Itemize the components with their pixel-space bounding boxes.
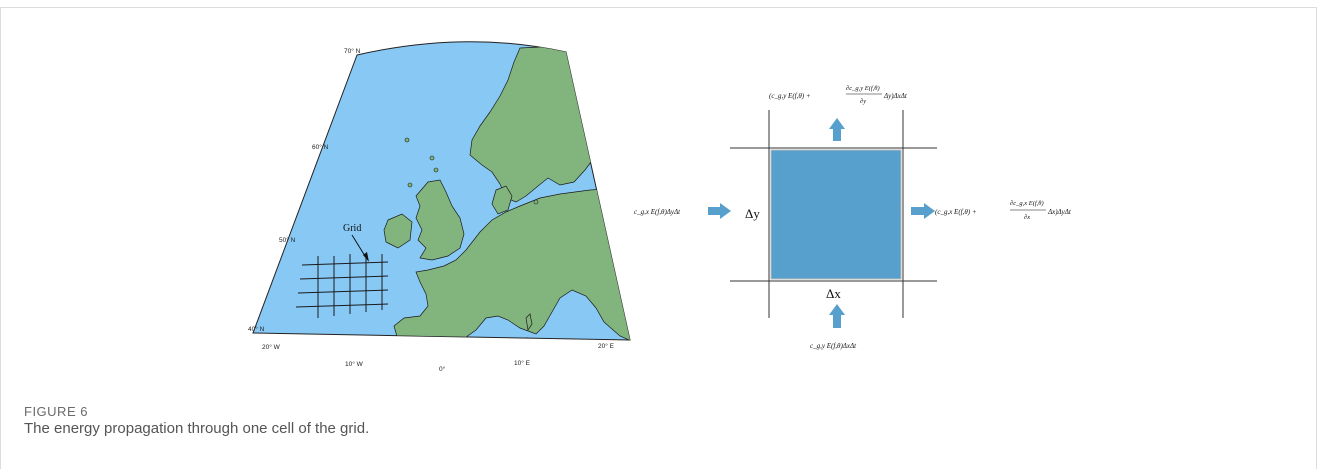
grid-lines bbox=[295, 254, 389, 318]
land-shetland bbox=[429, 155, 435, 161]
lon-label-20e: 20° E bbox=[598, 342, 615, 350]
land-iceland-faroes bbox=[404, 137, 410, 143]
arrow-out-y bbox=[829, 118, 845, 141]
grid-cell bbox=[770, 149, 902, 280]
flux-out-x-den: ∂x bbox=[1024, 214, 1030, 221]
land-corsica bbox=[525, 313, 533, 331]
lon-label-0: 0° bbox=[439, 365, 446, 373]
figure-artwork: Grid 70° N 60° N 50° N 40° N 20° W 10° W… bbox=[248, 41, 1072, 373]
grid-pointer-arrow bbox=[351, 234, 366, 257]
lat-label-50: 50° N bbox=[279, 236, 296, 244]
grid-pointer-arrowhead bbox=[363, 252, 369, 262]
lon-label-10e: 10° E bbox=[514, 359, 531, 367]
dx-label: Δx bbox=[826, 286, 841, 301]
arrow-in-x bbox=[708, 203, 731, 219]
flux-in-y-label: c_g,y E(f,θ)ΔxΔt bbox=[810, 342, 857, 350]
arrow-out-x bbox=[911, 203, 935, 219]
grid-label: Grid bbox=[343, 223, 361, 234]
lat-label-40: 40° N bbox=[248, 325, 265, 333]
land-denmark bbox=[491, 185, 513, 215]
dy-label: Δy bbox=[745, 206, 760, 221]
figure-frame bbox=[0, 7, 1317, 469]
flux-out-x-num: ∂c_g,x E(f,θ) bbox=[1010, 200, 1044, 207]
land-continent bbox=[393, 187, 630, 341]
figure-label: FIGURE 6 bbox=[24, 404, 88, 419]
europe-map: Grid 70° N 60° N 50° N 40° N 20° W 10° W… bbox=[248, 41, 631, 373]
flux-out-y-num: ∂c_g,y E(f,θ) bbox=[846, 85, 880, 92]
lon-label-20w: 20° W bbox=[262, 343, 281, 351]
flux-out-y-suffix: Δy)ΔxΔt bbox=[883, 92, 908, 100]
flux-out-y-den: ∂y bbox=[860, 98, 866, 105]
land-baltic-island bbox=[533, 199, 539, 205]
arrow-in-y bbox=[829, 304, 845, 328]
land-great-britain bbox=[415, 179, 465, 261]
land-ireland bbox=[383, 213, 413, 249]
flux-out-x-prefix: (c_g,x E(f,θ) + bbox=[935, 208, 977, 216]
flux-out-y-prefix: (c_g,y E(f,θ) + bbox=[769, 92, 811, 100]
land-hebrides bbox=[407, 182, 413, 188]
flux-in-x-label: c_g,x E(f,θ)ΔyΔt bbox=[634, 208, 681, 216]
figure-caption: The energy propagation through one cell … bbox=[24, 420, 370, 437]
land-orkney bbox=[433, 167, 439, 173]
cell-diagram: Δx Δy c_g,x E(f,θ)ΔyΔt c_g,y E(f,θ)ΔxΔt … bbox=[634, 85, 1072, 350]
lon-label-10w: 10° W bbox=[345, 360, 364, 368]
flux-out-x-suffix: Δx)ΔyΔt bbox=[1047, 208, 1072, 216]
lat-label-70: 70° N bbox=[344, 47, 361, 55]
lat-label-60: 60° N bbox=[312, 143, 329, 151]
